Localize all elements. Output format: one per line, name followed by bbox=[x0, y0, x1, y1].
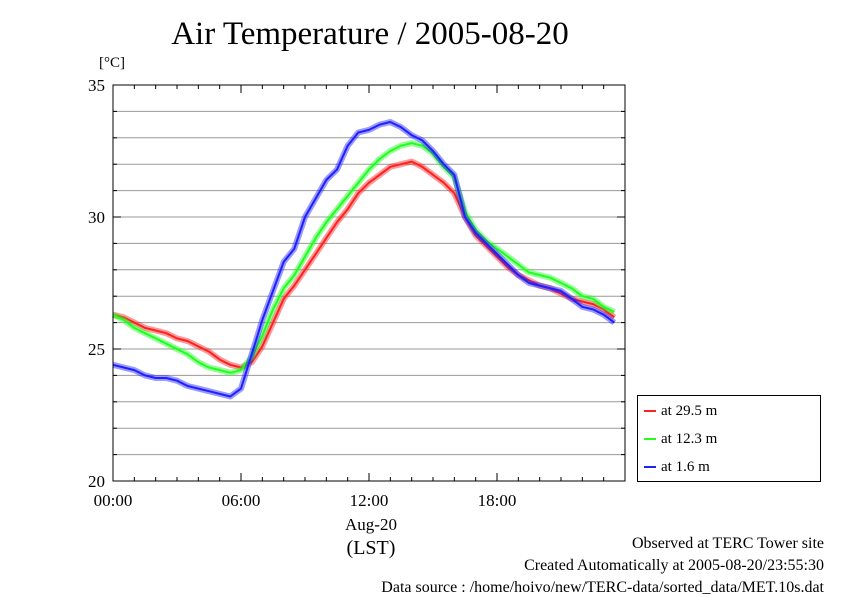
y-tick-label: 25 bbox=[88, 340, 105, 359]
series-line bbox=[112, 142, 615, 374]
legend-item: at 1.6 m bbox=[644, 457, 710, 477]
series-line bbox=[112, 160, 615, 369]
series-line bbox=[112, 121, 615, 398]
legend-item: at 12.3 m bbox=[644, 429, 717, 449]
y-tick-label: 30 bbox=[88, 208, 105, 227]
x-axis-date-label: Aug-20 bbox=[345, 515, 397, 534]
legend-item: at 29.5 m bbox=[644, 401, 717, 421]
x-tick-label: 18:00 bbox=[478, 491, 517, 510]
y-tick-label: 35 bbox=[88, 76, 105, 95]
series-band bbox=[112, 158, 617, 371]
plot-frame bbox=[112, 84, 626, 482]
x-axis-timezone-label: (LST) bbox=[346, 537, 396, 559]
y-tick-label: 20 bbox=[88, 472, 105, 491]
x-tick-label: 00:00 bbox=[94, 491, 133, 510]
legend-swatch bbox=[644, 466, 656, 468]
legend-label: at 12.3 m bbox=[661, 430, 718, 447]
x-tick-label: 06:00 bbox=[222, 491, 261, 510]
legend: at 29.5 m at 12.3 m at 1.6 m bbox=[637, 395, 821, 482]
chart-title: Air Temperature / 2005-08-20 bbox=[171, 16, 569, 52]
legend-swatch bbox=[644, 438, 656, 440]
footer-source: Data source : /home/hoivo/new/TERC-data/… bbox=[381, 579, 824, 596]
footer-site: Observed at TERC Tower site bbox=[631, 535, 824, 552]
footer-created: Created Automatically at 2005-08-20/23:5… bbox=[524, 557, 824, 574]
legend-label: at 29.5 m bbox=[661, 402, 718, 419]
y-axis-unit-label: [°C] bbox=[99, 55, 125, 71]
legend-label: at 1.6 m bbox=[661, 458, 710, 475]
legend-swatch bbox=[644, 410, 656, 412]
x-tick-label: 12:00 bbox=[350, 491, 389, 510]
